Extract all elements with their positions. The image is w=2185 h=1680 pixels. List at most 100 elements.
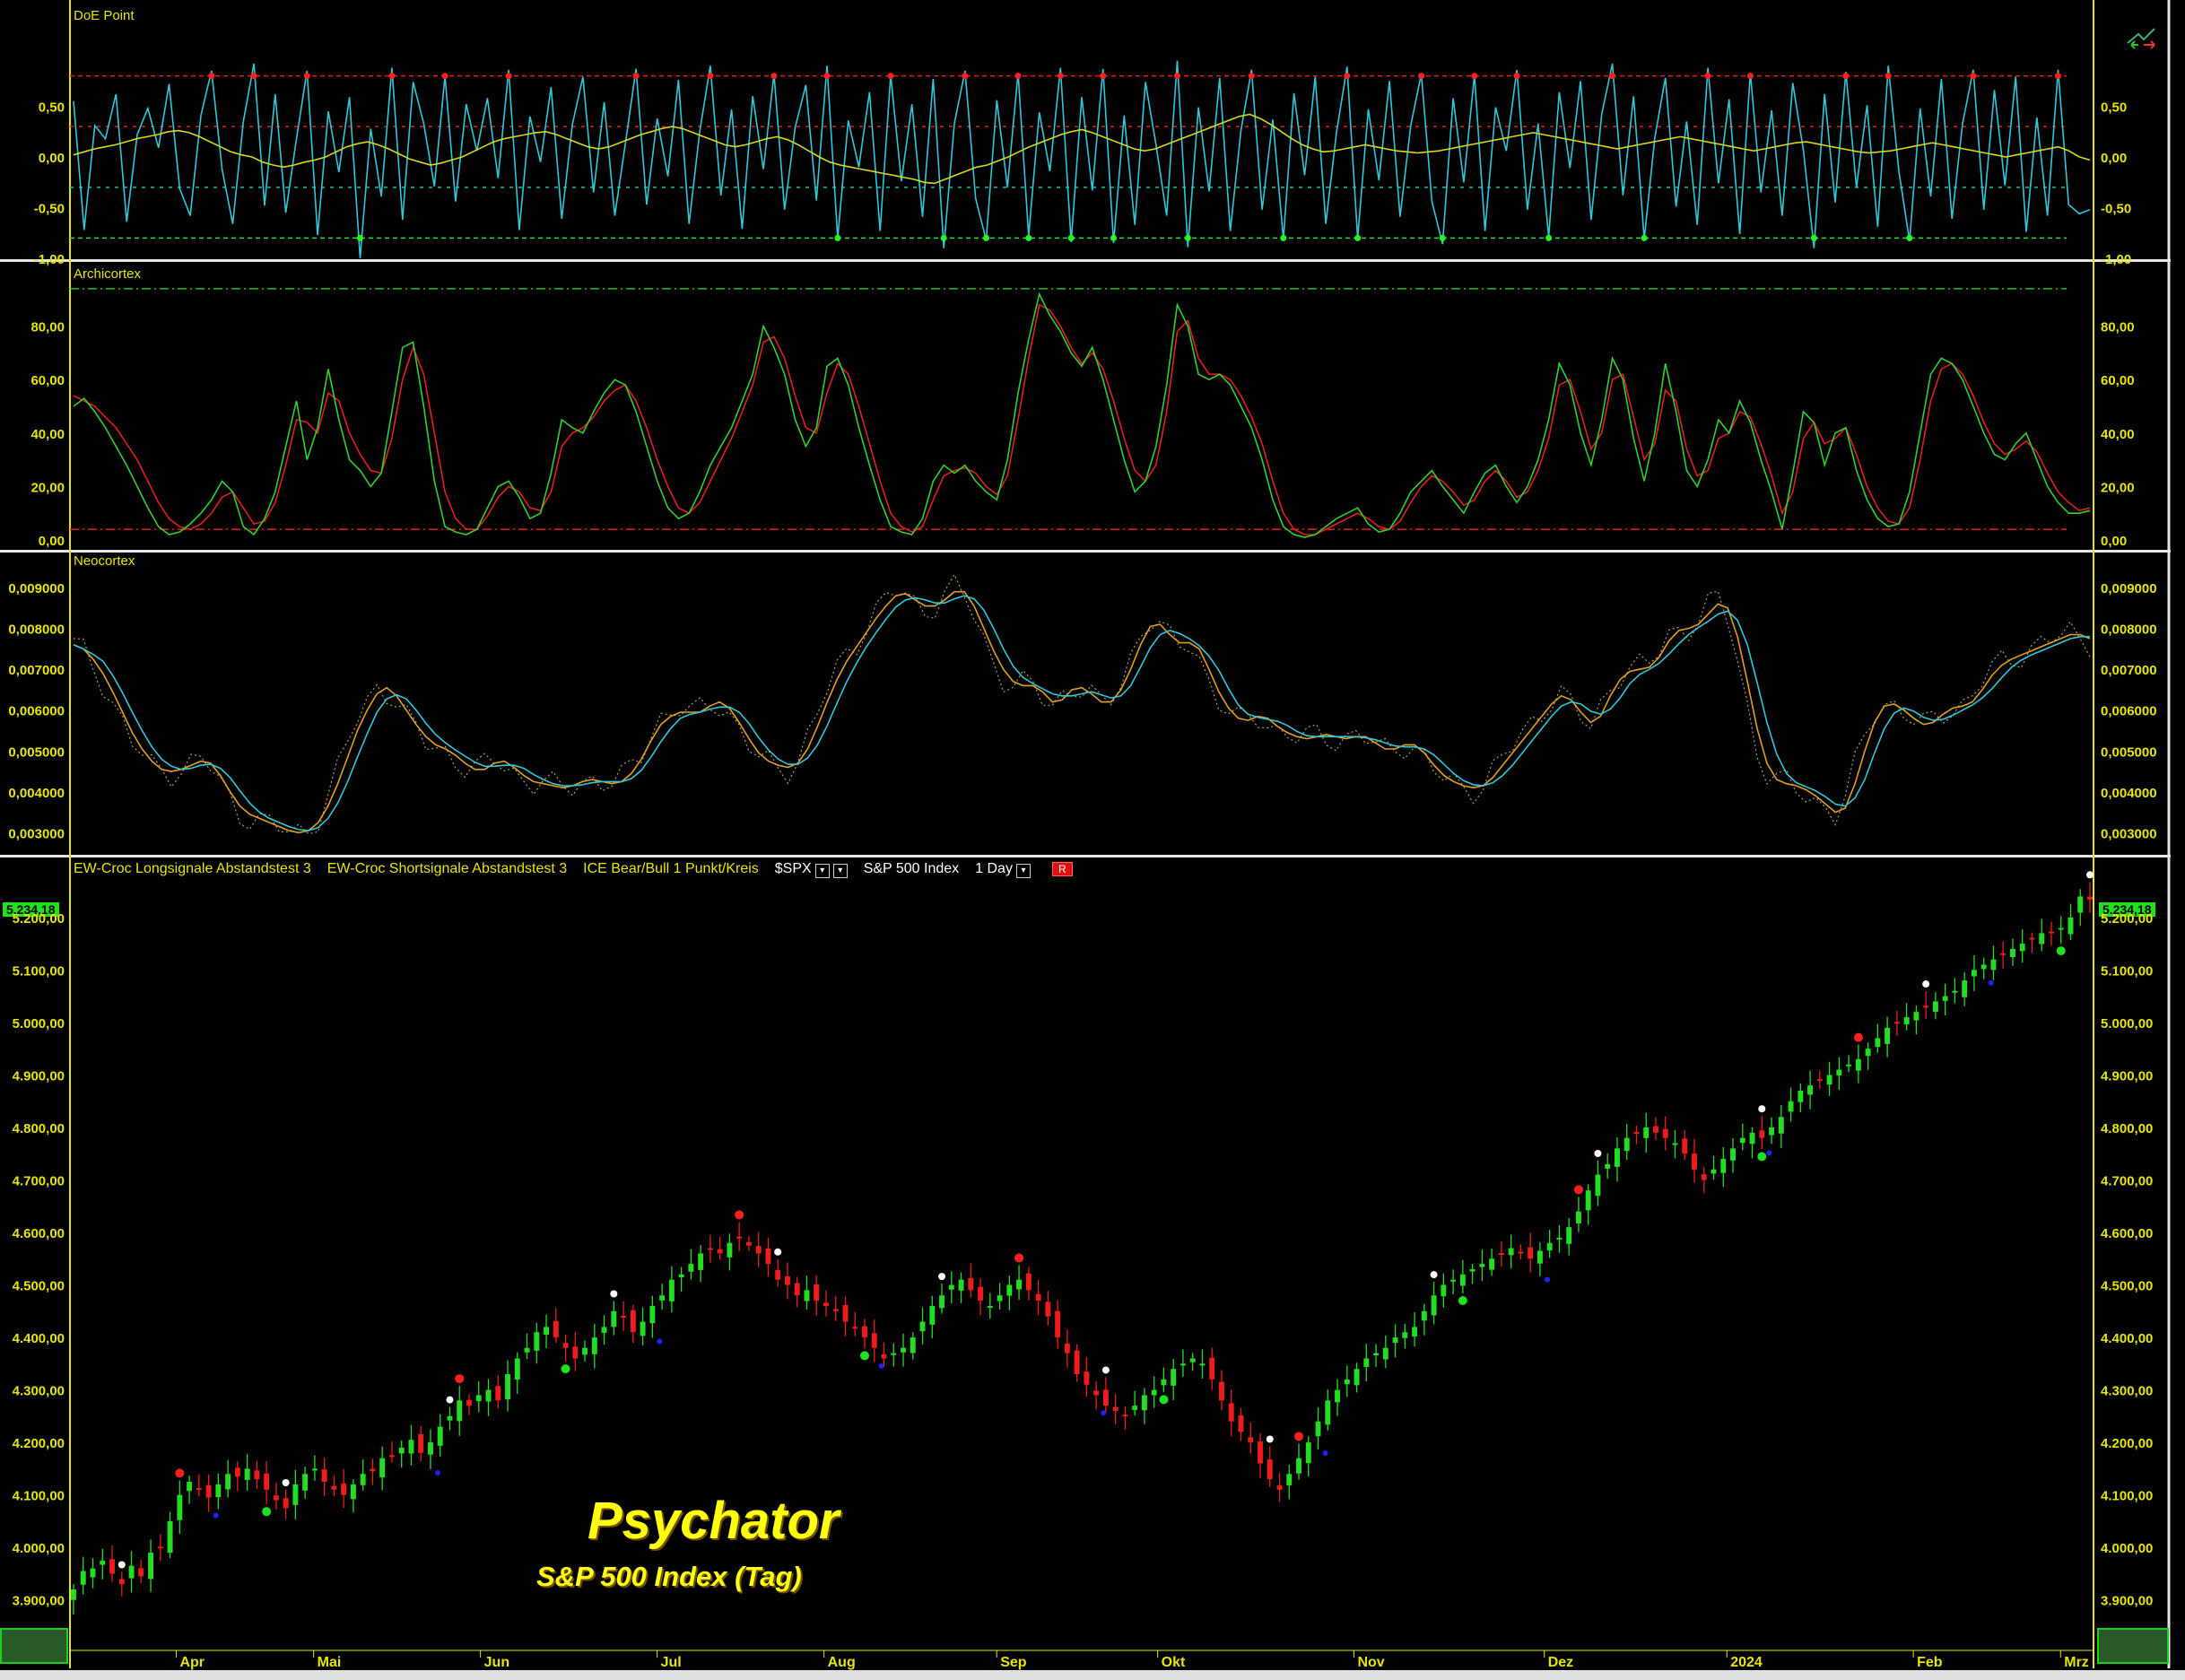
neocortex-tick-right: 0,004000	[2101, 786, 2157, 801]
candle-up	[2039, 933, 2045, 944]
signal-dot-white	[2086, 871, 2094, 879]
doe-buy-dot	[1906, 234, 1913, 241]
candle-down	[1701, 1174, 1707, 1180]
candle-down	[157, 1546, 163, 1549]
doe-sell-dot	[632, 73, 640, 80]
archicortex-tick-left: 40,00	[30, 427, 65, 442]
doe-sell-dot	[887, 73, 894, 80]
candle-up	[1980, 964, 1987, 970]
candle-up	[1672, 1143, 1678, 1145]
doe-panel-title: DoE Point	[74, 8, 135, 23]
panel-separator	[0, 855, 2171, 857]
candle-down	[196, 1488, 202, 1491]
candle-up	[1402, 1332, 1408, 1338]
r-button[interactable]: R	[1051, 862, 1073, 876]
candle-down	[630, 1310, 636, 1333]
candle-down	[1653, 1126, 1658, 1133]
candle-up	[1489, 1258, 1495, 1270]
symbol-dropdown-icon[interactable]: ▾	[814, 863, 830, 878]
candle-up	[350, 1484, 356, 1500]
price-tick-left: 4.400,00	[13, 1331, 65, 1346]
candle-down	[784, 1275, 790, 1285]
price-tick-right: 4.100,00	[2101, 1489, 2153, 1504]
legend-shortsignals[interactable]: EW-Croc Shortsignale Abstandstest 3	[326, 861, 568, 876]
candle-up	[1788, 1101, 1794, 1112]
candle-up	[1605, 1163, 1611, 1169]
signal-dot-green	[1458, 1295, 1467, 1305]
price-legend: EW-Croc Longsignale Abstandstest 3 EW-Cr…	[74, 859, 1073, 879]
archicortex-tick-right: 60,00	[2101, 373, 2135, 388]
candle-down	[794, 1283, 800, 1296]
candle-up	[919, 1321, 926, 1332]
candle-up	[90, 1568, 96, 1578]
legend-ice[interactable]: ICE Bear/Bull 1 Punkt/Kreis	[583, 861, 759, 876]
neocortex-raw-dotted-line	[73, 573, 2091, 835]
neocortex-tick-left: 0,007000	[8, 663, 65, 678]
candle-down	[1248, 1437, 1254, 1443]
signal-dot-green	[561, 1364, 570, 1374]
signal-dot-blue	[657, 1338, 663, 1345]
archicortex-fast-line	[73, 292, 2091, 538]
left-scale-widget[interactable]	[0, 1628, 68, 1664]
candle-up	[1335, 1389, 1340, 1403]
archicortex-tick-right: 80,00	[2101, 320, 2135, 335]
candle-up	[1730, 1148, 1736, 1161]
interval-dropdown-icon[interactable]: ▾	[1015, 863, 1031, 878]
price-tick-left: 5.200,00	[13, 911, 65, 927]
candle-up	[1305, 1442, 1311, 1464]
price-tick-right: 5.100,00	[2101, 963, 2153, 979]
doe-sell-dot	[1173, 73, 1180, 80]
doe-sell-dot	[303, 73, 310, 80]
candle-up	[1536, 1250, 1543, 1264]
symbol-label: $SPX	[774, 860, 812, 876]
doe-sell-dot	[707, 73, 714, 80]
candle-down	[1025, 1273, 1032, 1291]
interval-selector[interactable]: 1 Day ▾	[975, 861, 1031, 878]
doe-sell-dot	[1970, 73, 1977, 80]
candle-up	[1180, 1363, 1186, 1366]
candle-up	[1836, 1069, 1842, 1075]
candle-down	[234, 1467, 240, 1477]
candle-down	[1682, 1138, 1688, 1154]
legend-longsignals[interactable]: EW-Croc Longsignale Abstandstest 3	[74, 861, 311, 876]
doe-sell-dot	[1014, 73, 1022, 80]
candle-down	[1055, 1310, 1061, 1338]
right-scale-widget[interactable]	[2097, 1628, 2169, 1664]
doe-tick-right: -1,00	[2101, 252, 2131, 267]
candle-up	[1585, 1190, 1591, 1211]
price-tick-right: 4.300,00	[2101, 1384, 2153, 1399]
candle-up	[1459, 1274, 1466, 1286]
chart-style-dropdown-icon[interactable]: ▾	[832, 863, 848, 878]
signal-dot-green	[1159, 1395, 1169, 1405]
candle-up	[1441, 1284, 1447, 1297]
candle-up	[1373, 1353, 1380, 1356]
candle-down	[1219, 1381, 1224, 1401]
symbol-selector[interactable]: $SPX ▾ ▾	[775, 861, 848, 878]
doe-buy-dot	[834, 234, 841, 241]
candle-up	[1151, 1389, 1157, 1396]
last-price-tag-left: 5.234,18	[3, 902, 59, 917]
signal-dot-white	[1594, 1149, 1602, 1157]
candle-up	[987, 1305, 993, 1308]
candle-up	[688, 1264, 694, 1272]
candle-up	[524, 1347, 530, 1353]
candle-down	[832, 1309, 839, 1311]
candle-up	[244, 1468, 250, 1480]
candle-up	[1315, 1421, 1321, 1437]
horizontal-scrollbar[interactable]	[0, 1670, 2185, 1680]
candle-up	[2019, 944, 2025, 952]
candle-up	[1846, 1064, 1852, 1066]
candle-up	[177, 1494, 183, 1520]
doe-buy-dot	[1545, 234, 1553, 241]
doe-sell-dot	[1746, 73, 1754, 80]
signal-dot-blue	[1101, 1410, 1107, 1416]
neocortex-cyan-line	[73, 595, 2090, 831]
signal-dot-green	[262, 1507, 272, 1517]
candle-up	[1952, 990, 1958, 993]
doe-tick-left: 0,00	[39, 151, 65, 166]
price-tick-left: 5.000,00	[13, 1016, 65, 1032]
x-axis-month-label: Jun	[484, 1655, 509, 1670]
signal-dot-white	[1758, 1105, 1766, 1113]
arrows-swap-icon[interactable]	[2126, 25, 2156, 52]
